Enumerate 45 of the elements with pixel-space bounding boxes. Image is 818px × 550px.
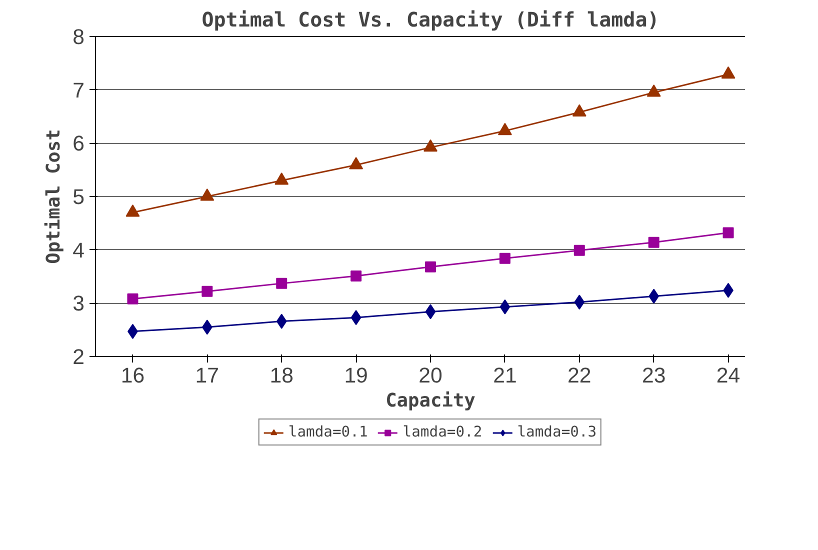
point xyxy=(276,278,288,289)
x-tick-label: 23 xyxy=(642,364,666,388)
point xyxy=(349,157,364,170)
y-tick-label: 6 xyxy=(72,132,85,156)
point xyxy=(721,66,736,79)
point xyxy=(574,244,585,256)
point xyxy=(425,261,436,272)
x-tick-label: 24 xyxy=(716,364,740,388)
legend-label: lamda=0.1 xyxy=(288,424,368,440)
x-axis-title: Capacity xyxy=(386,390,476,412)
x-tick-label: 21 xyxy=(493,364,517,388)
point xyxy=(425,304,436,320)
x-tick-label: 18 xyxy=(270,364,294,388)
point xyxy=(498,122,512,136)
point xyxy=(572,104,586,116)
y-tick-label: 4 xyxy=(72,238,85,262)
legend-label: lamda=0.2 xyxy=(402,424,482,440)
x-tick-label: 20 xyxy=(418,364,442,388)
x-tick-label: 16 xyxy=(120,364,145,388)
point xyxy=(574,294,585,310)
y-tick-label: 5 xyxy=(72,185,85,209)
chart-title: Optimal Cost Vs. Capacity (Diff lamda) xyxy=(202,8,660,32)
x-tick-label: 22 xyxy=(568,364,592,388)
point xyxy=(276,314,287,329)
point xyxy=(424,139,438,152)
point xyxy=(200,188,214,201)
point xyxy=(648,236,660,248)
point xyxy=(127,293,138,304)
x-tick-label: 17 xyxy=(195,364,220,388)
point xyxy=(350,310,362,326)
x-tick-label: 19 xyxy=(344,364,368,388)
point xyxy=(646,84,661,97)
point xyxy=(274,172,289,185)
point xyxy=(202,286,213,297)
y-axis-title: Optimal Cost xyxy=(44,129,65,264)
y-tick-label: 3 xyxy=(72,292,85,316)
point xyxy=(722,227,734,238)
y-tick-label: 8 xyxy=(72,25,85,49)
legend-label: lamda=0.3 xyxy=(517,424,597,440)
point xyxy=(500,299,510,314)
y-tick-label: 2 xyxy=(72,345,85,369)
point xyxy=(499,252,510,264)
point xyxy=(350,270,362,282)
point xyxy=(126,204,140,217)
y-tick-label: 7 xyxy=(72,78,85,102)
